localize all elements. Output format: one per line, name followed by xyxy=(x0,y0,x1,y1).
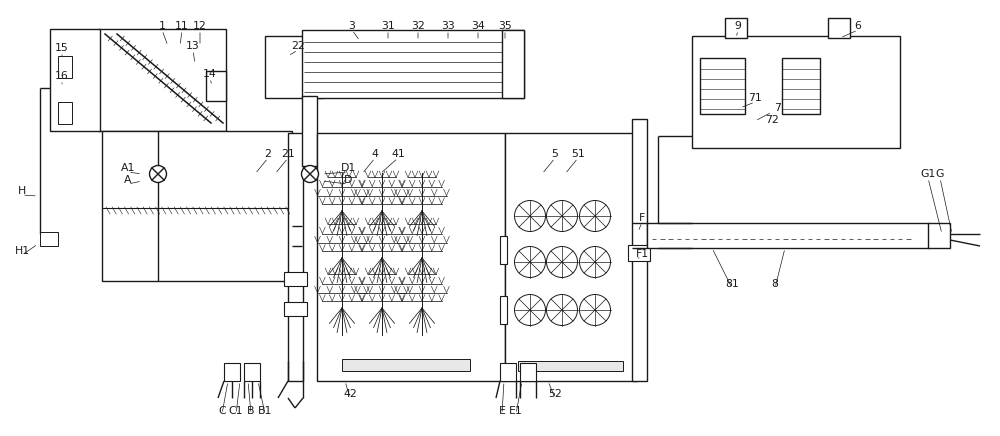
Bar xyxy=(98,29,226,131)
Text: 15: 15 xyxy=(55,43,69,53)
Text: H: H xyxy=(18,186,26,196)
Text: 21: 21 xyxy=(281,149,295,159)
Text: 6: 6 xyxy=(855,21,861,31)
Bar xyxy=(244,363,260,381)
Text: 2: 2 xyxy=(265,149,271,159)
Text: 22: 22 xyxy=(291,41,305,51)
Text: 34: 34 xyxy=(471,21,485,31)
Text: 52: 52 xyxy=(548,389,562,399)
Bar xyxy=(632,119,647,381)
Text: 41: 41 xyxy=(391,149,405,159)
Text: 16: 16 xyxy=(55,71,69,81)
Text: D: D xyxy=(344,175,352,185)
Text: 33: 33 xyxy=(441,21,455,31)
Bar xyxy=(500,363,516,381)
Circle shape xyxy=(302,166,318,183)
Text: D1: D1 xyxy=(340,163,356,173)
Text: A: A xyxy=(124,175,132,185)
Bar xyxy=(500,296,507,324)
Text: F: F xyxy=(639,213,645,223)
Text: F1: F1 xyxy=(635,249,649,259)
Bar xyxy=(302,30,524,98)
Bar xyxy=(782,58,820,114)
Bar xyxy=(928,223,950,248)
Circle shape xyxy=(150,166,166,183)
Text: A1: A1 xyxy=(121,163,135,173)
Text: E1: E1 xyxy=(509,406,523,416)
Text: 14: 14 xyxy=(203,69,217,79)
Text: 9: 9 xyxy=(735,21,741,31)
Text: 5: 5 xyxy=(552,149,558,159)
Text: 4: 4 xyxy=(372,149,378,159)
Bar xyxy=(828,18,850,38)
Text: 35: 35 xyxy=(498,21,512,31)
Bar xyxy=(265,36,323,98)
Bar xyxy=(628,245,650,261)
Bar xyxy=(284,272,307,286)
Text: 42: 42 xyxy=(343,389,357,399)
Bar xyxy=(700,58,745,114)
Text: 8: 8 xyxy=(772,279,778,289)
Bar xyxy=(317,133,505,381)
Text: C: C xyxy=(218,406,226,416)
Bar xyxy=(224,363,240,381)
Bar xyxy=(102,131,292,281)
Bar xyxy=(40,232,58,246)
Bar xyxy=(302,96,317,166)
Bar xyxy=(342,359,470,371)
Text: G: G xyxy=(936,169,944,179)
Text: 71: 71 xyxy=(748,93,762,103)
Text: 81: 81 xyxy=(725,279,739,289)
Text: 1: 1 xyxy=(159,21,165,31)
Bar xyxy=(288,133,303,381)
Bar xyxy=(647,223,929,248)
Bar xyxy=(692,36,900,148)
Text: 12: 12 xyxy=(193,21,207,31)
Bar xyxy=(520,363,536,381)
Bar xyxy=(725,18,747,38)
Text: C1: C1 xyxy=(229,406,243,416)
Text: H1: H1 xyxy=(14,246,30,256)
Bar xyxy=(518,361,623,371)
Bar xyxy=(206,71,226,101)
Bar xyxy=(502,30,524,98)
Text: B: B xyxy=(247,406,255,416)
Bar xyxy=(50,29,100,131)
Text: G1: G1 xyxy=(920,169,936,179)
Text: 3: 3 xyxy=(349,21,355,31)
Bar xyxy=(284,302,307,316)
Text: 13: 13 xyxy=(186,41,200,51)
Bar xyxy=(505,133,637,381)
Text: 72: 72 xyxy=(765,115,779,125)
Bar xyxy=(58,56,72,78)
Text: 32: 32 xyxy=(411,21,425,31)
Text: 31: 31 xyxy=(381,21,395,31)
Text: B1: B1 xyxy=(258,406,272,416)
Text: E: E xyxy=(499,406,505,416)
Bar xyxy=(58,102,72,124)
Text: 11: 11 xyxy=(175,21,189,31)
Text: 51: 51 xyxy=(571,149,585,159)
Bar xyxy=(500,236,507,264)
Text: 7: 7 xyxy=(775,103,781,113)
